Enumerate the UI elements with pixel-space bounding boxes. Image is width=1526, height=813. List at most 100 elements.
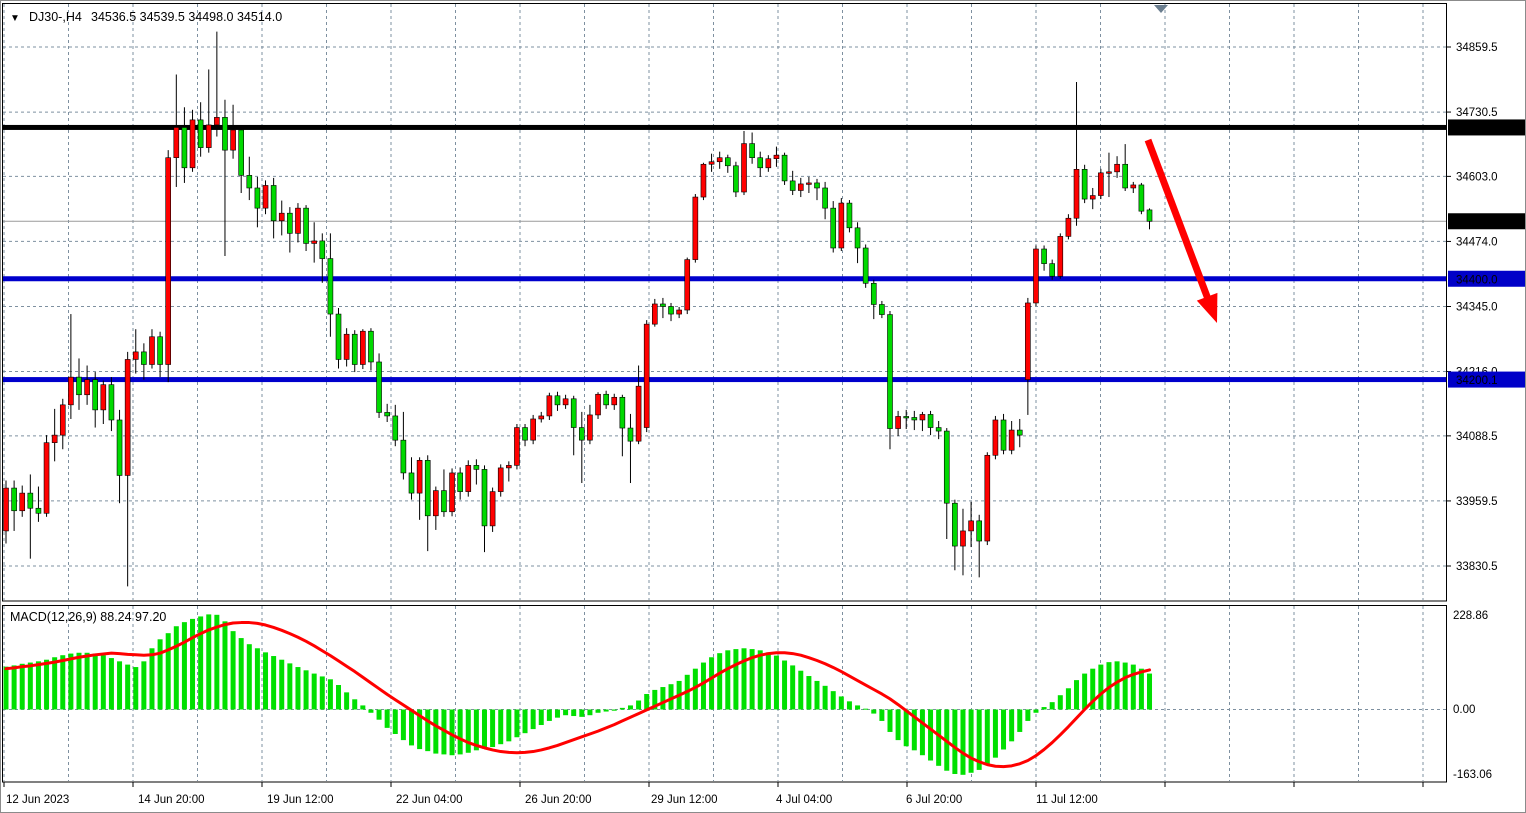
macd-histogram-bar [263, 652, 269, 710]
macd-histogram-bar [911, 709, 917, 751]
bear-candle [108, 384, 115, 421]
macd-pane-border [2, 605, 1447, 783]
macd-histogram-bar [595, 709, 601, 713]
bull-candle [1057, 236, 1064, 277]
horizontal-line-objects[interactable] [3, 124, 1446, 383]
macd-histogram-bar [822, 685, 828, 710]
bull-candle [562, 398, 569, 406]
macd-histogram-bar [100, 655, 106, 710]
macd-histogram-bar [125, 664, 131, 710]
bull-candle [651, 303, 658, 325]
bull-candle [59, 404, 66, 436]
macd-histogram-bar [1033, 709, 1039, 713]
support-line-2[interactable] [3, 377, 1446, 383]
bear-candle [1000, 419, 1007, 451]
bear-candle [473, 465, 480, 470]
macd-histogram-bar [327, 679, 333, 710]
macd-histogram-bar [44, 659, 50, 710]
time-tick-label: 14 Jun 20:00 [138, 794, 205, 806]
support-line-1[interactable] [3, 276, 1446, 282]
bear-candle [327, 258, 334, 315]
bull-candle [1073, 169, 1080, 219]
macd-histogram-bar [92, 653, 98, 710]
bear-candle [246, 175, 253, 189]
bull-candle [960, 530, 966, 547]
axis-labels: 34859.534730.534603.034474.034345.034216… [3, 42, 1525, 806]
bear-candle [481, 469, 488, 527]
macd-histogram-bar [376, 709, 382, 720]
macd-histogram-bar [238, 638, 244, 710]
arrow-head[interactable] [1196, 292, 1218, 323]
macd-histogram-bar [490, 709, 496, 748]
price-badge-label: 34200.1 [1456, 375, 1498, 387]
bear-candle [424, 460, 431, 517]
bull-candle [68, 376, 74, 406]
bear-candle [757, 157, 764, 169]
macd-histogram-bar [425, 709, 431, 752]
down-arrow-annotation[interactable] [1144, 138, 1218, 323]
bear-candle [887, 314, 893, 429]
macd-histogram-bar [773, 655, 779, 710]
resistance-line[interactable] [3, 124, 1446, 130]
macd-histogram-bar [976, 709, 982, 770]
time-tick-label: 19 Jun 12:00 [267, 794, 334, 806]
bull-candle [416, 460, 423, 494]
macd-histogram-bar [838, 696, 844, 710]
candlesticks [3, 31, 1153, 587]
bull-candle [214, 117, 220, 126]
macd-histogram-bar [619, 707, 625, 710]
macd-histogram-bar [554, 709, 560, 718]
bull-candle [538, 415, 545, 420]
main-pane-border [2, 3, 1447, 602]
bear-candle [351, 333, 358, 365]
macd-histogram-bar [149, 648, 155, 710]
bull-candle [43, 442, 50, 514]
macd-histogram-bar [1090, 668, 1096, 710]
bear-candle [570, 398, 577, 428]
macd-histogram-bar [546, 709, 552, 721]
price-badge [1448, 119, 1525, 136]
macd-histogram-bar [481, 709, 487, 749]
bull-candle [716, 157, 723, 163]
chart-title: DJ30-,H4 [29, 10, 82, 24]
bear-candle [116, 419, 123, 476]
bear-candle [181, 127, 188, 169]
macd-tick-low: -163.06 [1453, 769, 1492, 781]
macd-histogram-bar [1009, 709, 1015, 742]
bull-candle [765, 158, 772, 169]
macd-histogram-bar [855, 705, 861, 710]
symbol-dropdown-icon[interactable]: ▼ [10, 13, 20, 24]
bull-candle [773, 154, 780, 160]
bull-candle [360, 330, 366, 365]
bear-candle [1081, 169, 1088, 200]
macd-histogram-bar [1130, 664, 1136, 710]
bull-candle [1025, 302, 1031, 380]
time-tick-label: 26 Jun 20:00 [525, 794, 592, 806]
time-tick-label: 29 Jun 12:00 [651, 794, 718, 806]
bear-candle [287, 212, 293, 234]
macd-histogram-bar [76, 652, 82, 710]
macd-histogram-bar [368, 709, 374, 713]
bull-candle [84, 379, 90, 396]
macd-histogram-bar [344, 692, 350, 710]
bear-candle [522, 427, 528, 441]
macd-histogram-bar [879, 709, 885, 721]
macd-histogram-bar [790, 665, 796, 710]
bull-candle [489, 491, 496, 527]
macd-histogram-bar [279, 659, 285, 710]
bear-candle [862, 247, 869, 284]
bear-candle [368, 330, 374, 363]
bull-candle [295, 207, 301, 234]
chart-shift-marker-icon[interactable] [1154, 5, 1168, 13]
bull-candle [506, 465, 512, 469]
bull-candle [205, 124, 212, 148]
bear-candle [1016, 429, 1023, 436]
time-tick-label: 4 Jul 04:00 [776, 794, 832, 806]
price-tick-label: 34474.0 [1456, 236, 1498, 248]
bull-candle [465, 465, 472, 492]
bull-candle [968, 520, 974, 532]
time-tick-label: 12 Jun 2023 [6, 794, 69, 806]
bull-candle [311, 240, 317, 244]
arrow-shaft[interactable] [1144, 138, 1213, 304]
